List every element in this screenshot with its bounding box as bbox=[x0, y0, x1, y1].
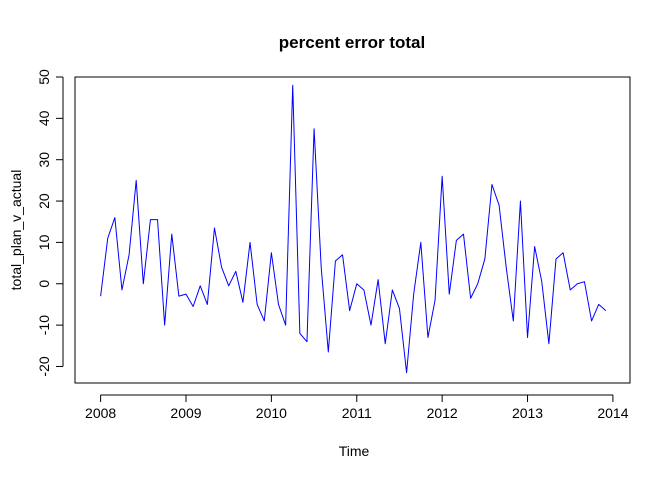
y-tick-label: -10 bbox=[36, 315, 52, 335]
y-axis-label: total_plan_v_actual bbox=[8, 170, 24, 291]
y-tick-label: 50 bbox=[36, 69, 52, 85]
chart-title: percent error total bbox=[279, 33, 425, 52]
x-axis: 2008 2009 2010 2011 2012 2013 2014 bbox=[85, 394, 629, 421]
x-tick-label: 2009 bbox=[170, 405, 201, 421]
y-tick-label: 30 bbox=[36, 152, 52, 168]
series-layer bbox=[100, 84, 607, 374]
y-tick-label: -20 bbox=[36, 356, 52, 376]
x-tick-label: 2014 bbox=[597, 405, 628, 421]
y-tick-label: 0 bbox=[36, 280, 52, 288]
x-tick-label: 2010 bbox=[256, 405, 287, 421]
y-tick-label: 40 bbox=[36, 110, 52, 126]
x-axis-label: Time bbox=[339, 443, 370, 459]
x-tick-label: 2012 bbox=[427, 405, 458, 421]
x-tick-label: 2013 bbox=[512, 405, 543, 421]
y-axis: -20 -10 0 10 20 30 40 50 bbox=[36, 69, 64, 377]
x-tick-label: 2008 bbox=[85, 405, 116, 421]
x-tick-label: 2011 bbox=[342, 405, 372, 421]
y-tick-label: 20 bbox=[36, 193, 52, 209]
y-tick-label: 10 bbox=[36, 234, 52, 250]
series-line bbox=[100, 84, 607, 374]
plot-frame bbox=[74, 76, 631, 384]
